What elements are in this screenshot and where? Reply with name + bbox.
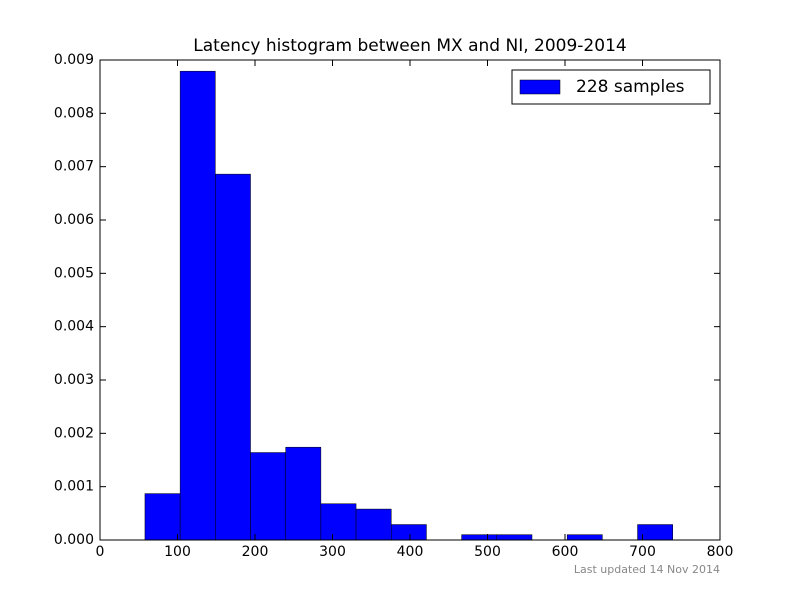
footnote: Last updated 14 Nov 2014 [574,563,720,576]
y-tick-label: 0.003 [54,372,94,388]
x-tick-label: 100 [164,544,191,560]
y-tick-label: 0.006 [54,212,94,228]
y-tick-label: 0.000 [54,532,94,548]
x-tick-label: 300 [319,544,346,560]
x-tick-label: 700 [629,544,656,560]
bar [320,503,357,541]
bar [285,446,322,541]
bar [496,534,533,541]
bar [215,173,251,541]
y-tick-label: 0.008 [54,105,94,121]
x-tick-label: 600 [552,544,579,560]
x-tick-label: 500 [474,544,501,560]
x-tick-label: 800 [707,544,734,560]
y-tick-label: 0.005 [54,265,94,281]
bar [250,452,286,541]
chart-title: Latency histogram between MX and NI, 200… [193,36,626,56]
y-tick-label: 0.001 [54,479,94,495]
y-tick-label: 0.007 [54,159,94,175]
bar [461,534,498,541]
legend-label: 228 samples [576,77,685,97]
x-tick-label: 0 [96,544,105,560]
y-tick-label: 0.002 [54,425,94,441]
legend-swatch [519,79,561,95]
x-tick-label: 400 [397,544,424,560]
y-tick-label: 0.009 [54,52,94,68]
x-tick-label: 200 [242,544,269,560]
bar [355,508,392,541]
bar [144,493,181,541]
bar [390,524,427,541]
bar [179,70,216,541]
bar [566,534,603,541]
y-tick-label: 0.004 [54,319,94,335]
